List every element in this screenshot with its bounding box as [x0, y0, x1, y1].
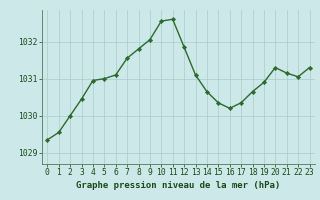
X-axis label: Graphe pression niveau de la mer (hPa): Graphe pression niveau de la mer (hPa) [76, 181, 281, 190]
